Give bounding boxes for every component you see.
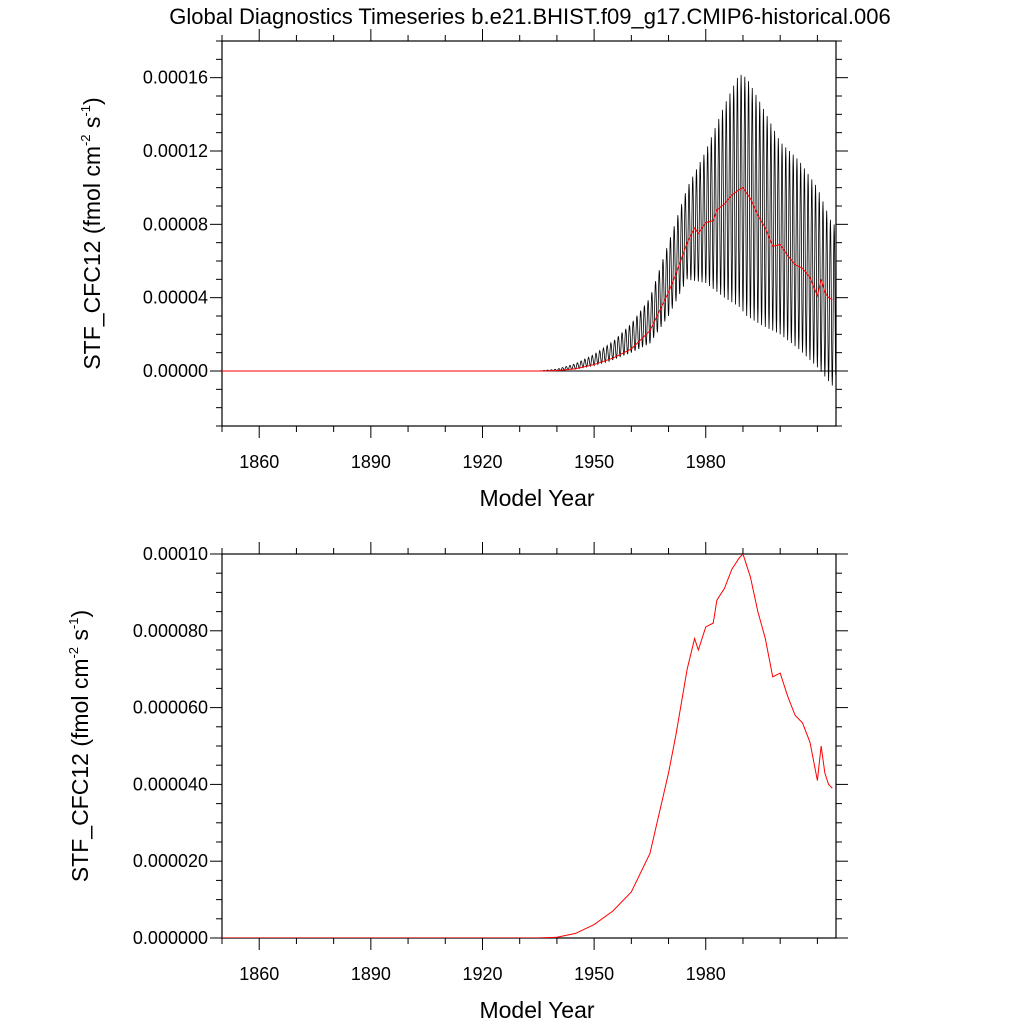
y-tick-label: 0.000040 (133, 774, 208, 794)
y-tick-label: 0.00004 (143, 288, 208, 308)
y-axis-label: STF_CFC12 (fmol cm-2 s-1) (66, 610, 93, 882)
y-tick-label: 0.00008 (143, 214, 208, 234)
y-tick-label: 0.00000 (143, 361, 208, 381)
y-tick-label: 0.00010 (143, 544, 208, 564)
series-line-monthly (222, 74, 836, 386)
x-tick-label: 1920 (462, 964, 502, 984)
x-tick-label: 1860 (239, 452, 279, 472)
x-tick-label: 1950 (574, 452, 614, 472)
x-tick-label: 1920 (462, 452, 502, 472)
plot-frame (221, 40, 837, 427)
series-line-annual (222, 187, 833, 372)
x-tick-label: 1860 (239, 964, 279, 984)
panel-top: 1860 1890 1920 1950 1980 0.00000 0.00004 0.0000… (78, 29, 848, 511)
chart-title: Global Diagnostics Timeseries b.e21.BHIS… (169, 4, 890, 29)
panel-bottom: 1860 1890 1920 1950 1980 0.000000 0.000020 0.00… (66, 542, 848, 1023)
y-tick-label: 0.000000 (133, 928, 208, 948)
x-tick-label: 1950 (574, 964, 614, 984)
plot-frame (221, 553, 837, 939)
y-tick-label: 0.000020 (133, 851, 208, 871)
y-axis-label: STF_CFC12 (fmol cm-2 s-1) (78, 97, 105, 369)
x-tick-label: 1980 (686, 964, 726, 984)
y-tick-label: 0.00016 (143, 68, 208, 88)
x-axis-label: Model Year (479, 997, 594, 1023)
y-tick-label: 0.000080 (133, 621, 208, 641)
x-tick-label: 1890 (351, 452, 391, 472)
x-axis-label: Model Year (479, 485, 594, 511)
x-tick-label: 1980 (686, 452, 726, 472)
y-tick-label: 0.00012 (143, 141, 208, 161)
y-tick-label: 0.000060 (133, 698, 208, 718)
series-line-annual (222, 554, 833, 938)
x-tick-label: 1890 (351, 964, 391, 984)
